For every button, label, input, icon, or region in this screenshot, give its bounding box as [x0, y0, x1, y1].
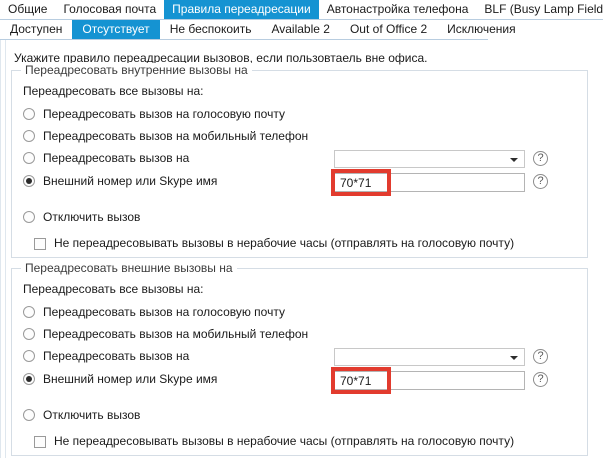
checkbox-icon[interactable] — [34, 436, 46, 448]
internal-forward-to-combo[interactable] — [334, 150, 525, 168]
option-label: Переадресовать вызов на голосовую почту — [43, 305, 285, 319]
external-forward-to-help-icon[interactable]: ? — [533, 349, 548, 364]
checkbox-icon[interactable] — [34, 238, 46, 250]
panel-left-edge-inner — [5, 40, 6, 458]
group-internal-subtitle: Переадресовать все вызовы на: — [23, 84, 204, 98]
option-label: Не переадресовывать вызовы в нерабочие ч… — [54, 434, 515, 448]
tab-general[interactable]: Общие — [8, 2, 48, 16]
tab-voicemail[interactable]: Голосовая почта — [63, 2, 157, 16]
tab-blf[interactable]: BLF (Busy Lamp Fields - Индикаци — [484, 2, 603, 16]
group-external-subtitle: Переадресовать все вызовы на: — [23, 282, 204, 296]
radio-icon[interactable] — [23, 373, 35, 385]
option-label: Внешний номер или Skype имя — [43, 174, 218, 188]
tab-available-2[interactable]: Available 2 — [271, 22, 330, 36]
radio-icon[interactable] — [23, 130, 35, 142]
tab-forwarding-rules[interactable]: Правила переадресации — [164, 0, 319, 19]
tab-out-of-office-2[interactable]: Out of Office 2 — [349, 22, 428, 36]
intro-text: Укажите правило переадресации вызовов, е… — [14, 51, 428, 65]
chevron-down-icon[interactable] — [510, 158, 518, 162]
option-label: Не переадресовывать вызовы в нерабочие ч… — [54, 236, 515, 250]
group-internal-calls: Переадресовать внутренние вызовы на Пере… — [11, 63, 588, 258]
group-external-calls: Переадресовать внешние вызовы на Переадр… — [11, 261, 588, 456]
internal-forward-to-help-icon[interactable]: ? — [533, 151, 548, 166]
external-external-number-help-icon[interactable]: ? — [533, 372, 548, 387]
option-label: Переадресовать вызов на — [43, 349, 190, 363]
primary-tab-strip: Общие Голосовая почта Правила переадресаци… — [0, 0, 603, 20]
option-label: Отключить вызов — [43, 210, 141, 224]
tab-available[interactable]: Доступен — [10, 22, 63, 36]
chevron-down-icon[interactable] — [510, 356, 518, 360]
group-external-legend: Переадресовать внешние вызовы на — [21, 261, 237, 275]
radio-icon[interactable] — [23, 409, 35, 421]
external-forward-to-combo[interactable] — [334, 348, 525, 366]
option-label: Отключить вызов — [43, 408, 141, 422]
tab-exceptions[interactable]: Исключения — [447, 22, 516, 36]
group-internal-legend: Переадресовать внутренние вызовы на — [21, 63, 252, 77]
radio-icon[interactable] — [23, 108, 35, 120]
internal-external-number-help-icon[interactable]: ? — [533, 174, 548, 189]
tab-out-of-office[interactable]: Отсутствует — [72, 20, 160, 39]
primary-tab-underline — [0, 19, 603, 20]
tab-phone-provisioning[interactable]: Автонастройка телефона — [326, 2, 469, 16]
option-label: Внешний номер или Skype имя — [43, 372, 218, 386]
radio-icon[interactable] — [23, 328, 35, 340]
option-label: Переадресовать вызов на мобильный телефо… — [43, 129, 309, 143]
radio-icon[interactable] — [23, 350, 35, 362]
external-external-number-input[interactable] — [334, 371, 525, 390]
radio-icon[interactable] — [23, 211, 35, 223]
tab-do-not-disturb[interactable]: Не беспокоить — [169, 22, 252, 36]
option-label: Переадресовать вызов на голосовую почту — [43, 107, 285, 121]
secondary-tab-strip: Доступен Отсутствует Не беспокоить Availabl… — [0, 20, 603, 40]
content-panel: Укажите правило переадресации вызовов, е… — [0, 40, 603, 458]
secondary-tab-underline — [0, 39, 488, 40]
radio-icon[interactable] — [23, 175, 35, 187]
panel-left-edge — [0, 40, 1, 458]
option-label: Переадресовать вызов на мобильный телефо… — [43, 327, 309, 341]
radio-icon[interactable] — [23, 152, 35, 164]
option-label: Переадресовать вызов на — [43, 151, 190, 165]
radio-icon[interactable] — [23, 306, 35, 318]
internal-external-number-input[interactable] — [334, 173, 525, 192]
